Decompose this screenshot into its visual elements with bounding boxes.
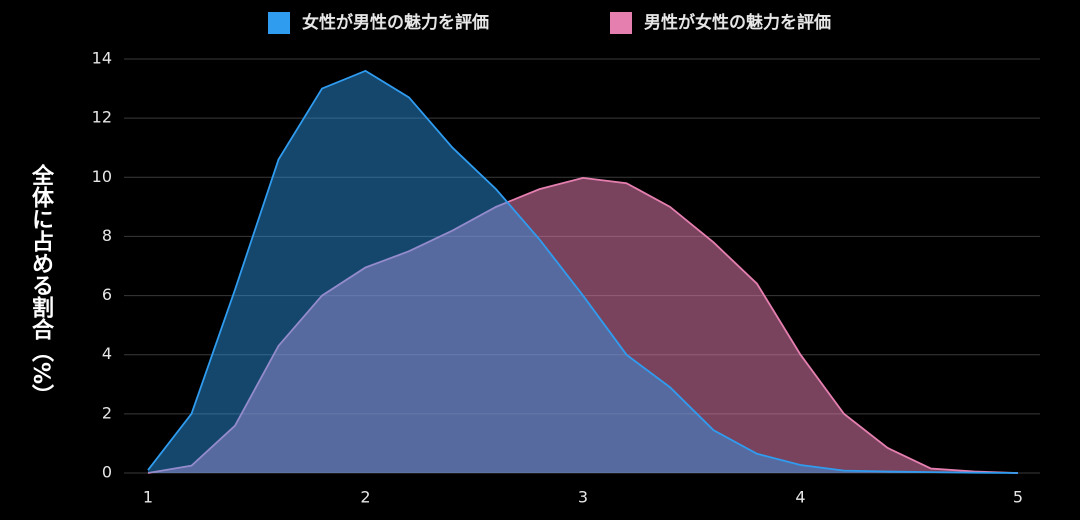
y-tick-label: 2: [102, 403, 112, 422]
area: [148, 177, 1018, 473]
x-tick-label: 1: [143, 488, 153, 507]
y-tick-label: 12: [92, 108, 112, 127]
x-tick-label: 5: [1013, 488, 1023, 507]
y-tick-label: 8: [102, 226, 112, 245]
y-axis-label: 全体に占める割合（%）: [28, 163, 55, 406]
y-tick-label: 14: [92, 49, 112, 68]
y-tick-label: 6: [102, 285, 112, 304]
line: [147, 176, 1019, 474]
area: [148, 70, 1018, 473]
legend-label: 女性が男性の魅力を評価: [302, 12, 489, 33]
legend-swatch: [268, 12, 290, 34]
y-tick-label: 0: [102, 463, 112, 482]
legend-swatch: [610, 12, 632, 34]
y-tick-label: 10: [92, 167, 112, 186]
x-tick-label: 2: [360, 488, 370, 507]
y-tick-label: 4: [102, 344, 112, 363]
x-tick-label: 3: [578, 488, 588, 507]
legend-label: 男性が女性の魅力を評価: [644, 12, 831, 33]
line: [147, 69, 1019, 474]
x-tick-label: 4: [795, 488, 805, 507]
